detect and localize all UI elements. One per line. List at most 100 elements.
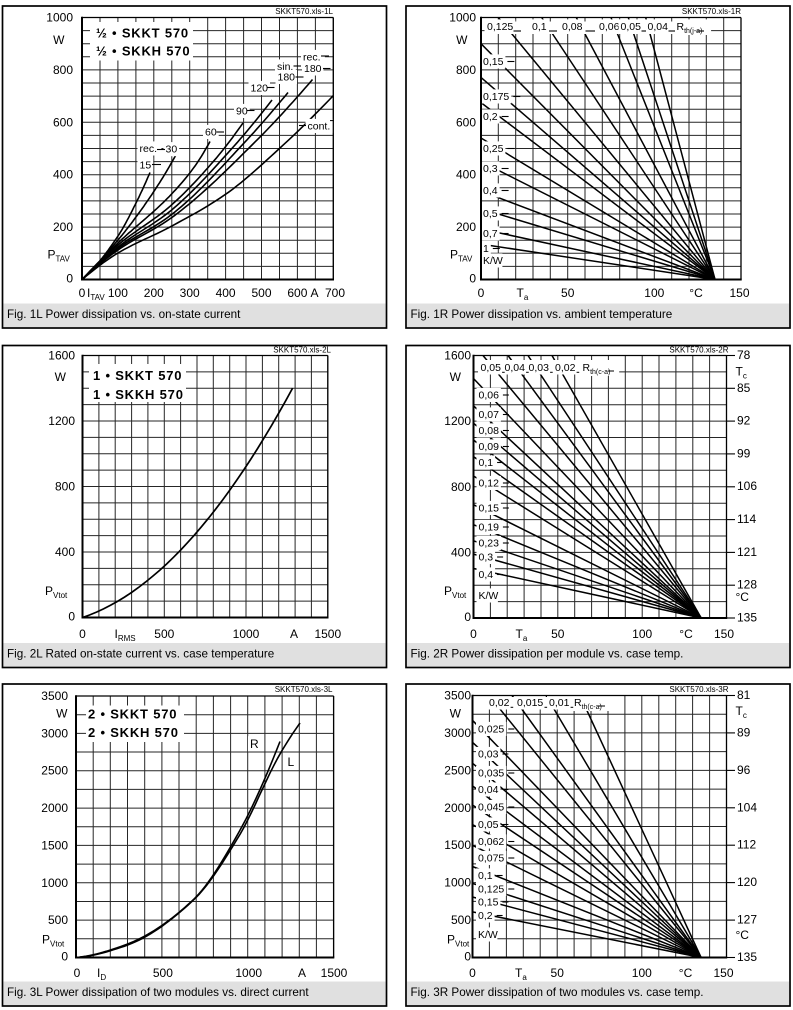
svg-text:1 • SKKH 570: 1 • SKKH 570 — [93, 387, 184, 402]
svg-text:0,03: 0,03 — [529, 362, 550, 374]
svg-text:0: 0 — [469, 272, 476, 286]
svg-text:Fig. 2L Rated on-state current: Fig. 2L Rated on-state current vs. case … — [7, 648, 274, 661]
svg-text:3500: 3500 — [444, 689, 471, 703]
svg-text:0,05: 0,05 — [481, 362, 502, 374]
svg-text:112: 112 — [737, 838, 756, 852]
svg-text:0: 0 — [79, 286, 86, 300]
svg-text:0,12: 0,12 — [479, 478, 500, 490]
svg-text:ID: ID — [97, 966, 106, 982]
svg-text:2 • SKKT 570: 2 • SKKT 570 — [88, 707, 177, 722]
svg-text:Fig. 2R Power dissipation per: Fig. 2R Power dissipation per module vs.… — [411, 648, 684, 661]
svg-text:R: R — [250, 737, 259, 751]
svg-text:50: 50 — [561, 286, 575, 300]
svg-text:0,06: 0,06 — [599, 21, 620, 33]
svg-text:K/W: K/W — [483, 255, 503, 267]
svg-text:500: 500 — [251, 286, 271, 300]
svg-text:0: 0 — [464, 610, 471, 624]
svg-text:0,1: 0,1 — [478, 870, 493, 882]
svg-text:60: 60 — [205, 127, 217, 139]
svg-text:°C: °C — [679, 966, 693, 980]
svg-text:1500: 1500 — [314, 627, 341, 641]
svg-text:0,09: 0,09 — [479, 441, 500, 453]
svg-text:Fig. 3R Power dissipation of t: Fig. 3R Power dissipation of two modules… — [411, 986, 704, 999]
svg-text:0: 0 — [464, 950, 471, 964]
svg-text:99: 99 — [737, 446, 751, 460]
svg-text:135: 135 — [737, 950, 757, 964]
svg-text:800: 800 — [451, 480, 471, 494]
svg-text:0,08: 0,08 — [562, 21, 583, 33]
svg-text:1500: 1500 — [321, 966, 348, 980]
svg-text:500: 500 — [48, 913, 68, 927]
svg-text:0: 0 — [470, 627, 477, 641]
svg-text:400: 400 — [451, 545, 471, 559]
svg-text:A: A — [298, 966, 306, 980]
svg-text:1500: 1500 — [444, 838, 471, 852]
svg-text:0: 0 — [79, 627, 86, 641]
svg-text:1600: 1600 — [444, 349, 471, 363]
svg-text:96: 96 — [737, 763, 751, 777]
svg-text:500: 500 — [153, 966, 173, 980]
svg-text:1600: 1600 — [48, 349, 75, 363]
svg-text:150: 150 — [713, 966, 733, 980]
svg-text:128: 128 — [737, 578, 757, 592]
svg-text:0,25: 0,25 — [483, 143, 504, 155]
svg-text:0,025: 0,025 — [478, 724, 504, 736]
svg-text:Fig. 3L Power dissipation of t: Fig. 3L Power dissipation of two modules… — [7, 986, 309, 999]
svg-text:0,01: 0,01 — [549, 697, 570, 709]
svg-text:0,04: 0,04 — [478, 784, 499, 796]
svg-text:89: 89 — [737, 725, 751, 739]
svg-text:K/W: K/W — [479, 590, 499, 602]
svg-text:300: 300 — [180, 286, 200, 300]
svg-text:0,03: 0,03 — [478, 749, 499, 761]
svg-text:121: 121 — [737, 545, 757, 559]
svg-text:cont.: cont. — [308, 121, 331, 133]
svg-text:Fig. 1R Power dissipation vs.: Fig. 1R Power dissipation vs. ambient te… — [411, 308, 673, 321]
svg-text:1 • SKKT 570: 1 • SKKT 570 — [93, 368, 182, 383]
svg-text:0,23: 0,23 — [479, 538, 500, 550]
svg-text:85: 85 — [737, 381, 751, 395]
svg-text:0,045: 0,045 — [478, 802, 504, 814]
svg-text:81: 81 — [737, 688, 751, 702]
svg-text:Fig. 1L Power dissipation vs.: Fig. 1L Power dissipation vs. on-state c… — [7, 308, 241, 321]
svg-text:2000: 2000 — [41, 801, 68, 815]
svg-text:78: 78 — [737, 348, 751, 362]
svg-text:°C: °C — [679, 627, 693, 641]
svg-text:0: 0 — [61, 950, 68, 964]
svg-text:1000: 1000 — [41, 876, 68, 890]
svg-text:500: 500 — [451, 913, 471, 927]
svg-text:W: W — [53, 33, 65, 47]
svg-text:0,05: 0,05 — [621, 21, 642, 33]
svg-text:0,15: 0,15 — [479, 503, 500, 515]
svg-text:°C: °C — [689, 286, 703, 300]
svg-text:200: 200 — [53, 220, 73, 234]
svg-text:0,15: 0,15 — [478, 897, 499, 909]
svg-text:1000: 1000 — [444, 876, 471, 890]
svg-text:0: 0 — [469, 966, 476, 980]
svg-text:180: 180 — [278, 72, 296, 84]
svg-text:200: 200 — [456, 220, 476, 234]
svg-text:3500: 3500 — [41, 689, 68, 703]
svg-text:50: 50 — [551, 966, 565, 980]
svg-text:0,2: 0,2 — [478, 910, 493, 922]
svg-text:Tc: Tc — [736, 365, 747, 381]
svg-text:0,5: 0,5 — [483, 208, 498, 220]
svg-text:100: 100 — [632, 966, 652, 980]
svg-text:SKKT570.xls-3L: SKKT570.xls-3L — [275, 685, 333, 694]
svg-text:1000: 1000 — [449, 11, 476, 25]
svg-text:0,075: 0,075 — [478, 853, 504, 865]
svg-text:½ • SKKT 570: ½ • SKKT 570 — [96, 25, 189, 40]
svg-text:600: 600 — [456, 115, 476, 129]
svg-text:0,4: 0,4 — [483, 185, 498, 197]
svg-text:rec.: rec. — [140, 143, 158, 155]
svg-text:°C: °C — [736, 928, 750, 942]
svg-text:SKKT570.xls-2L: SKKT570.xls-2L — [273, 346, 331, 355]
svg-text:700: 700 — [325, 286, 345, 300]
svg-text:1000: 1000 — [233, 627, 260, 641]
svg-text:L: L — [288, 755, 295, 769]
svg-text:0,04: 0,04 — [648, 21, 669, 33]
svg-text:0: 0 — [66, 272, 73, 286]
svg-text:50: 50 — [551, 627, 565, 641]
svg-text:100: 100 — [108, 286, 128, 300]
svg-text:0: 0 — [478, 286, 485, 300]
svg-text:A: A — [310, 286, 318, 300]
